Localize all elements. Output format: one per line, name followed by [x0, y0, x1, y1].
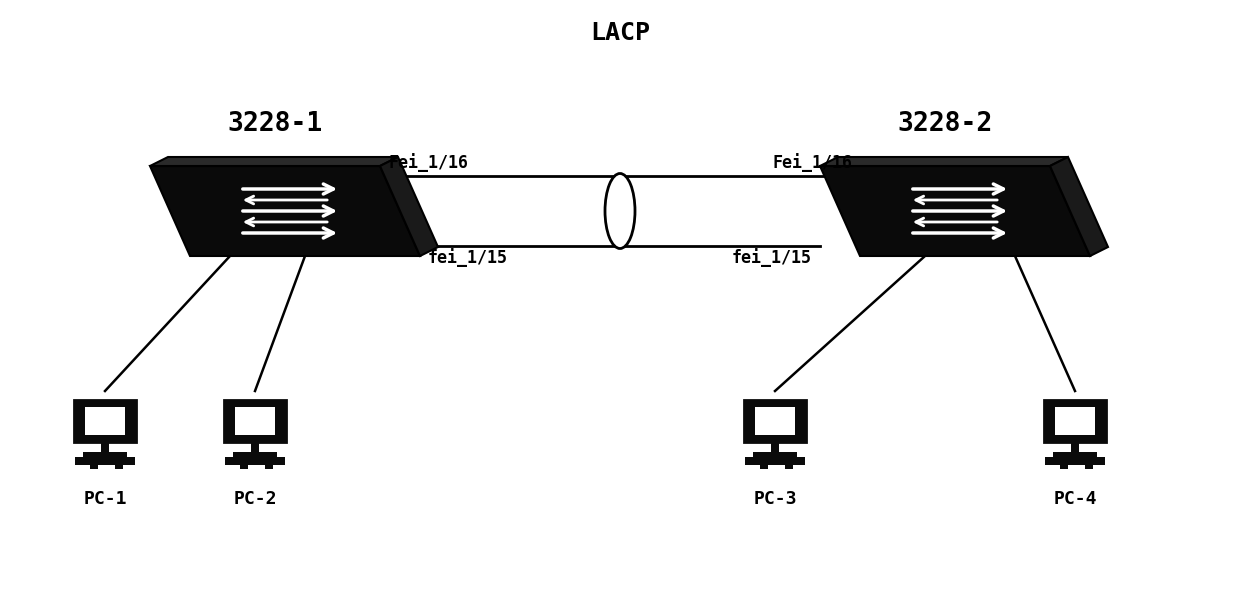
Bar — [1045, 457, 1105, 465]
Polygon shape — [379, 157, 438, 256]
Bar — [1044, 400, 1106, 442]
Bar — [785, 464, 794, 469]
Bar — [74, 457, 135, 465]
Bar — [265, 464, 273, 469]
Polygon shape — [820, 157, 1068, 166]
Bar — [86, 407, 125, 435]
Bar — [241, 464, 248, 469]
Bar — [1053, 452, 1097, 459]
Text: Fei_1/16: Fei_1/16 — [388, 153, 467, 172]
Bar — [100, 442, 109, 452]
Text: PC-2: PC-2 — [233, 490, 277, 508]
Bar — [1055, 407, 1095, 435]
Bar — [771, 442, 779, 452]
Bar — [74, 400, 136, 442]
Text: PC-1: PC-1 — [83, 490, 126, 508]
Bar — [233, 452, 277, 459]
Bar — [760, 464, 768, 469]
Text: PC-4: PC-4 — [1053, 490, 1096, 508]
Text: 3228-1: 3228-1 — [227, 111, 322, 137]
Bar — [744, 400, 806, 442]
Bar — [236, 407, 275, 435]
Bar — [224, 457, 285, 465]
Text: 3228-2: 3228-2 — [898, 111, 993, 137]
Polygon shape — [1050, 157, 1109, 256]
Bar — [1071, 442, 1079, 452]
Polygon shape — [150, 166, 420, 256]
Bar — [1060, 464, 1068, 469]
Bar — [250, 442, 259, 452]
Bar — [83, 452, 126, 459]
Text: fei_1/15: fei_1/15 — [732, 248, 812, 267]
Bar — [745, 457, 805, 465]
Bar — [224, 400, 286, 442]
Text: PC-3: PC-3 — [753, 490, 797, 508]
Bar — [115, 464, 123, 469]
Text: fei_1/15: fei_1/15 — [428, 248, 508, 267]
Text: Fei_1/16: Fei_1/16 — [773, 153, 852, 172]
Polygon shape — [150, 157, 398, 166]
Bar — [91, 464, 98, 469]
Bar — [1085, 464, 1092, 469]
Bar — [753, 452, 797, 459]
Text: LACP: LACP — [590, 21, 650, 45]
Ellipse shape — [605, 174, 635, 248]
Polygon shape — [820, 166, 1090, 256]
Bar — [755, 407, 795, 435]
